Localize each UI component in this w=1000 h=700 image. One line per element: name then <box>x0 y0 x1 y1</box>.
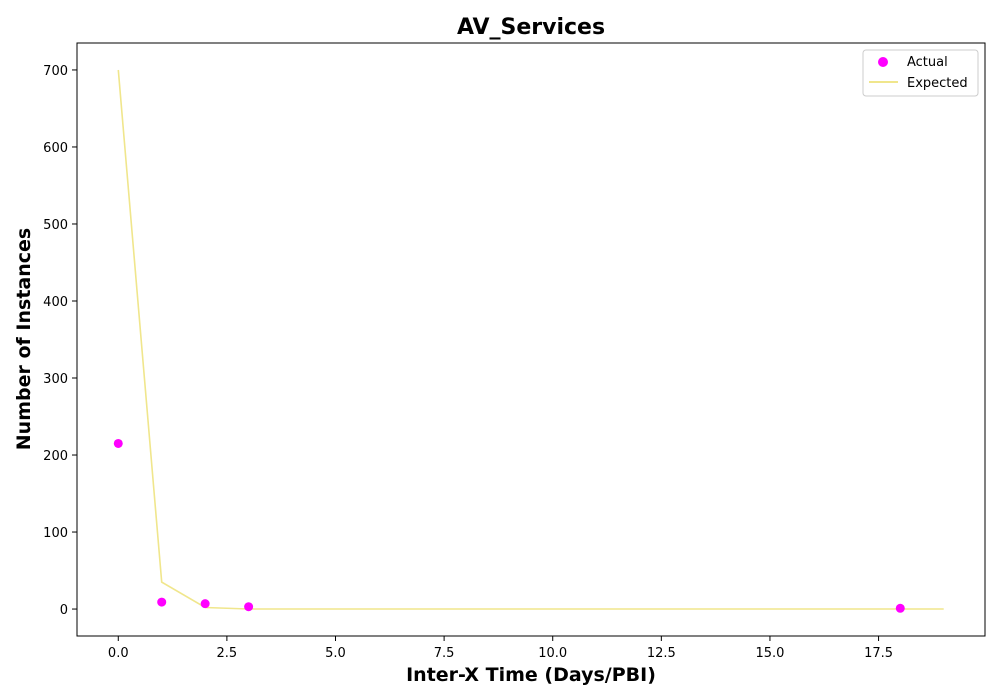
x-tick-label: 7.5 <box>434 646 455 661</box>
chart-title: AV_Services <box>457 15 605 40</box>
x-tick-label: 12.5 <box>647 646 676 661</box>
actual-data-point <box>157 597 167 607</box>
actual-data-point <box>244 602 254 612</box>
legend-actual-marker <box>878 57 888 67</box>
y-tick-label: 200 <box>43 449 68 464</box>
y-tick-label: 0 <box>60 603 68 618</box>
legend: Actual Expected <box>862 49 979 97</box>
expected-series-line <box>117 69 944 610</box>
actual-data-point <box>113 438 123 448</box>
legend-actual-label: Actual <box>907 55 948 70</box>
y-tick-label: 700 <box>43 64 68 79</box>
legend-expected-label: Expected <box>907 76 968 91</box>
x-tick-label: 17.5 <box>864 646 893 661</box>
y-axis-ticks: 0 100 200 300 400 500 600 700 <box>43 64 77 618</box>
y-axis-label: Number of Instances <box>13 228 35 450</box>
y-tick-label: 500 <box>43 218 68 233</box>
x-tick-label: 0.0 <box>108 646 129 661</box>
x-axis-label: Inter-X Time (Days/PBI) <box>406 664 656 686</box>
actual-data-point <box>200 599 210 609</box>
x-axis-ticks: 0.0 2.5 5.0 7.5 10.0 12.5 15.0 17.5 <box>108 636 893 661</box>
x-tick-label: 15.0 <box>755 646 784 661</box>
plot-area <box>113 69 944 613</box>
x-tick-label: 5.0 <box>325 646 346 661</box>
y-tick-label: 400 <box>43 295 68 310</box>
y-tick-label: 600 <box>43 141 68 156</box>
plot-frame <box>76 42 986 637</box>
y-tick-label: 100 <box>43 526 68 541</box>
y-tick-label: 300 <box>43 372 68 387</box>
legend-box <box>862 49 979 97</box>
x-tick-label: 2.5 <box>217 646 238 661</box>
actual-data-point <box>895 603 905 613</box>
x-tick-label: 10.0 <box>538 646 567 661</box>
